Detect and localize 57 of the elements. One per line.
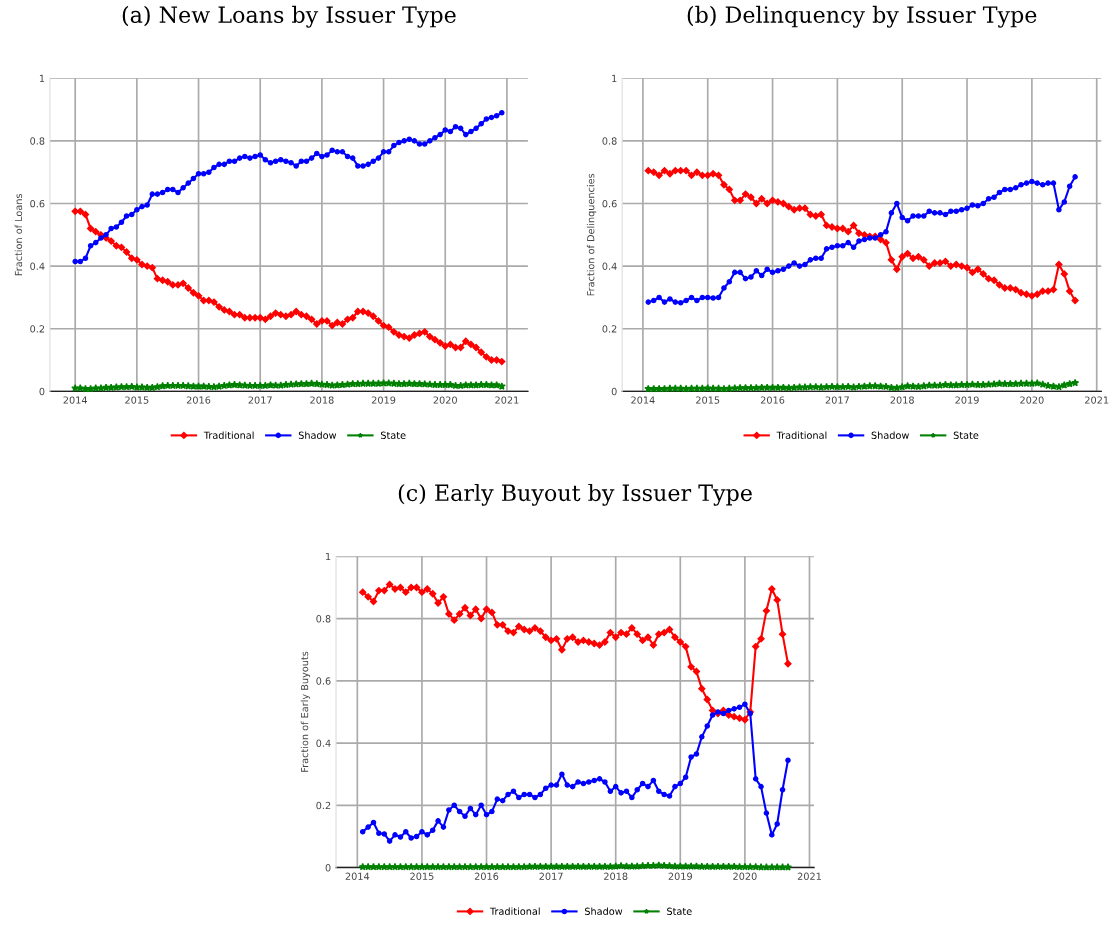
x-tick-label: 2014 bbox=[63, 396, 88, 404]
y-tick-label: 0 bbox=[611, 387, 617, 396]
y-tick-label: 0.6 bbox=[30, 199, 45, 208]
chart-title: (b) Delinquency by Issuer Type bbox=[687, 5, 1037, 28]
x-tick-label: 2019 bbox=[668, 872, 692, 880]
x-tick-label: 2016 bbox=[186, 396, 211, 404]
x-tick-label: 2020 bbox=[1020, 396, 1044, 404]
x-tick-label: 2015 bbox=[696, 396, 720, 404]
y-tick-label: 0.6 bbox=[316, 677, 331, 685]
y-tick-label: 0.8 bbox=[316, 615, 331, 623]
y-axis-title: Fraction of Early Buyouts bbox=[300, 651, 311, 772]
legend-label: Traditional bbox=[489, 907, 540, 915]
x-tick-label: 2017 bbox=[248, 396, 272, 404]
x-tick-label: 2018 bbox=[890, 396, 914, 404]
chart-title: (c) Early Buyout by Issuer Type bbox=[398, 483, 752, 506]
x-tick-label: 2014 bbox=[631, 396, 655, 404]
legend-label: Shadow bbox=[298, 431, 337, 439]
x-tick-label: 2017 bbox=[539, 872, 563, 880]
y-tick-label: 1 bbox=[326, 552, 331, 561]
x-tick-label: 2015 bbox=[410, 872, 434, 880]
x-tick-label: 2020 bbox=[733, 872, 757, 880]
x-tick-label: 2021 bbox=[495, 396, 519, 404]
x-tick-label: 2019 bbox=[371, 396, 396, 404]
legend-label: State bbox=[953, 431, 979, 439]
y-tick-label: 0.8 bbox=[602, 137, 617, 145]
x-tick-label: 2015 bbox=[125, 396, 149, 404]
x-tick-label: 2016 bbox=[474, 872, 499, 880]
legend-label: State bbox=[380, 431, 406, 439]
legend-label: Traditional bbox=[203, 431, 254, 439]
x-tick-label: 2021 bbox=[797, 872, 821, 880]
y-tick-label: 1 bbox=[612, 74, 617, 82]
y-tick-label: 0.2 bbox=[30, 325, 45, 333]
y-tick-label: 0 bbox=[325, 864, 331, 872]
y-tick-label: 0.4 bbox=[30, 262, 45, 270]
y-tick-label: 0.2 bbox=[602, 325, 617, 333]
legend-label: Traditional bbox=[776, 431, 827, 439]
x-tick-label: 2017 bbox=[825, 396, 849, 404]
y-tick-label: 0.8 bbox=[30, 137, 45, 145]
y-tick-label: 0.4 bbox=[316, 739, 331, 747]
y-tick-label: 1 bbox=[39, 74, 45, 82]
y-tick-label: 0 bbox=[39, 387, 45, 396]
x-tick-label: 2014 bbox=[345, 872, 370, 880]
x-tick-label: 2018 bbox=[604, 872, 628, 880]
legend-label: Shadow bbox=[584, 907, 623, 915]
x-tick-label: 2018 bbox=[310, 396, 334, 404]
y-tick-label: 0.6 bbox=[602, 199, 617, 208]
y-axis-title: Fraction of Loans bbox=[14, 193, 23, 276]
x-tick-label: 2021 bbox=[1085, 396, 1109, 404]
y-tick-label: 0.4 bbox=[602, 262, 617, 270]
x-tick-label: 2016 bbox=[760, 396, 785, 404]
legend-label: State bbox=[667, 907, 692, 915]
y-axis-title: Fraction of Delinquencies bbox=[586, 173, 597, 296]
chart-title: (a) New Loans by Issuer Type bbox=[122, 5, 456, 28]
x-tick-label: 2020 bbox=[433, 396, 457, 404]
x-tick-label: 2019 bbox=[955, 396, 979, 404]
y-tick-label: 0.2 bbox=[316, 801, 331, 810]
legend-label: Shadow bbox=[871, 431, 909, 439]
